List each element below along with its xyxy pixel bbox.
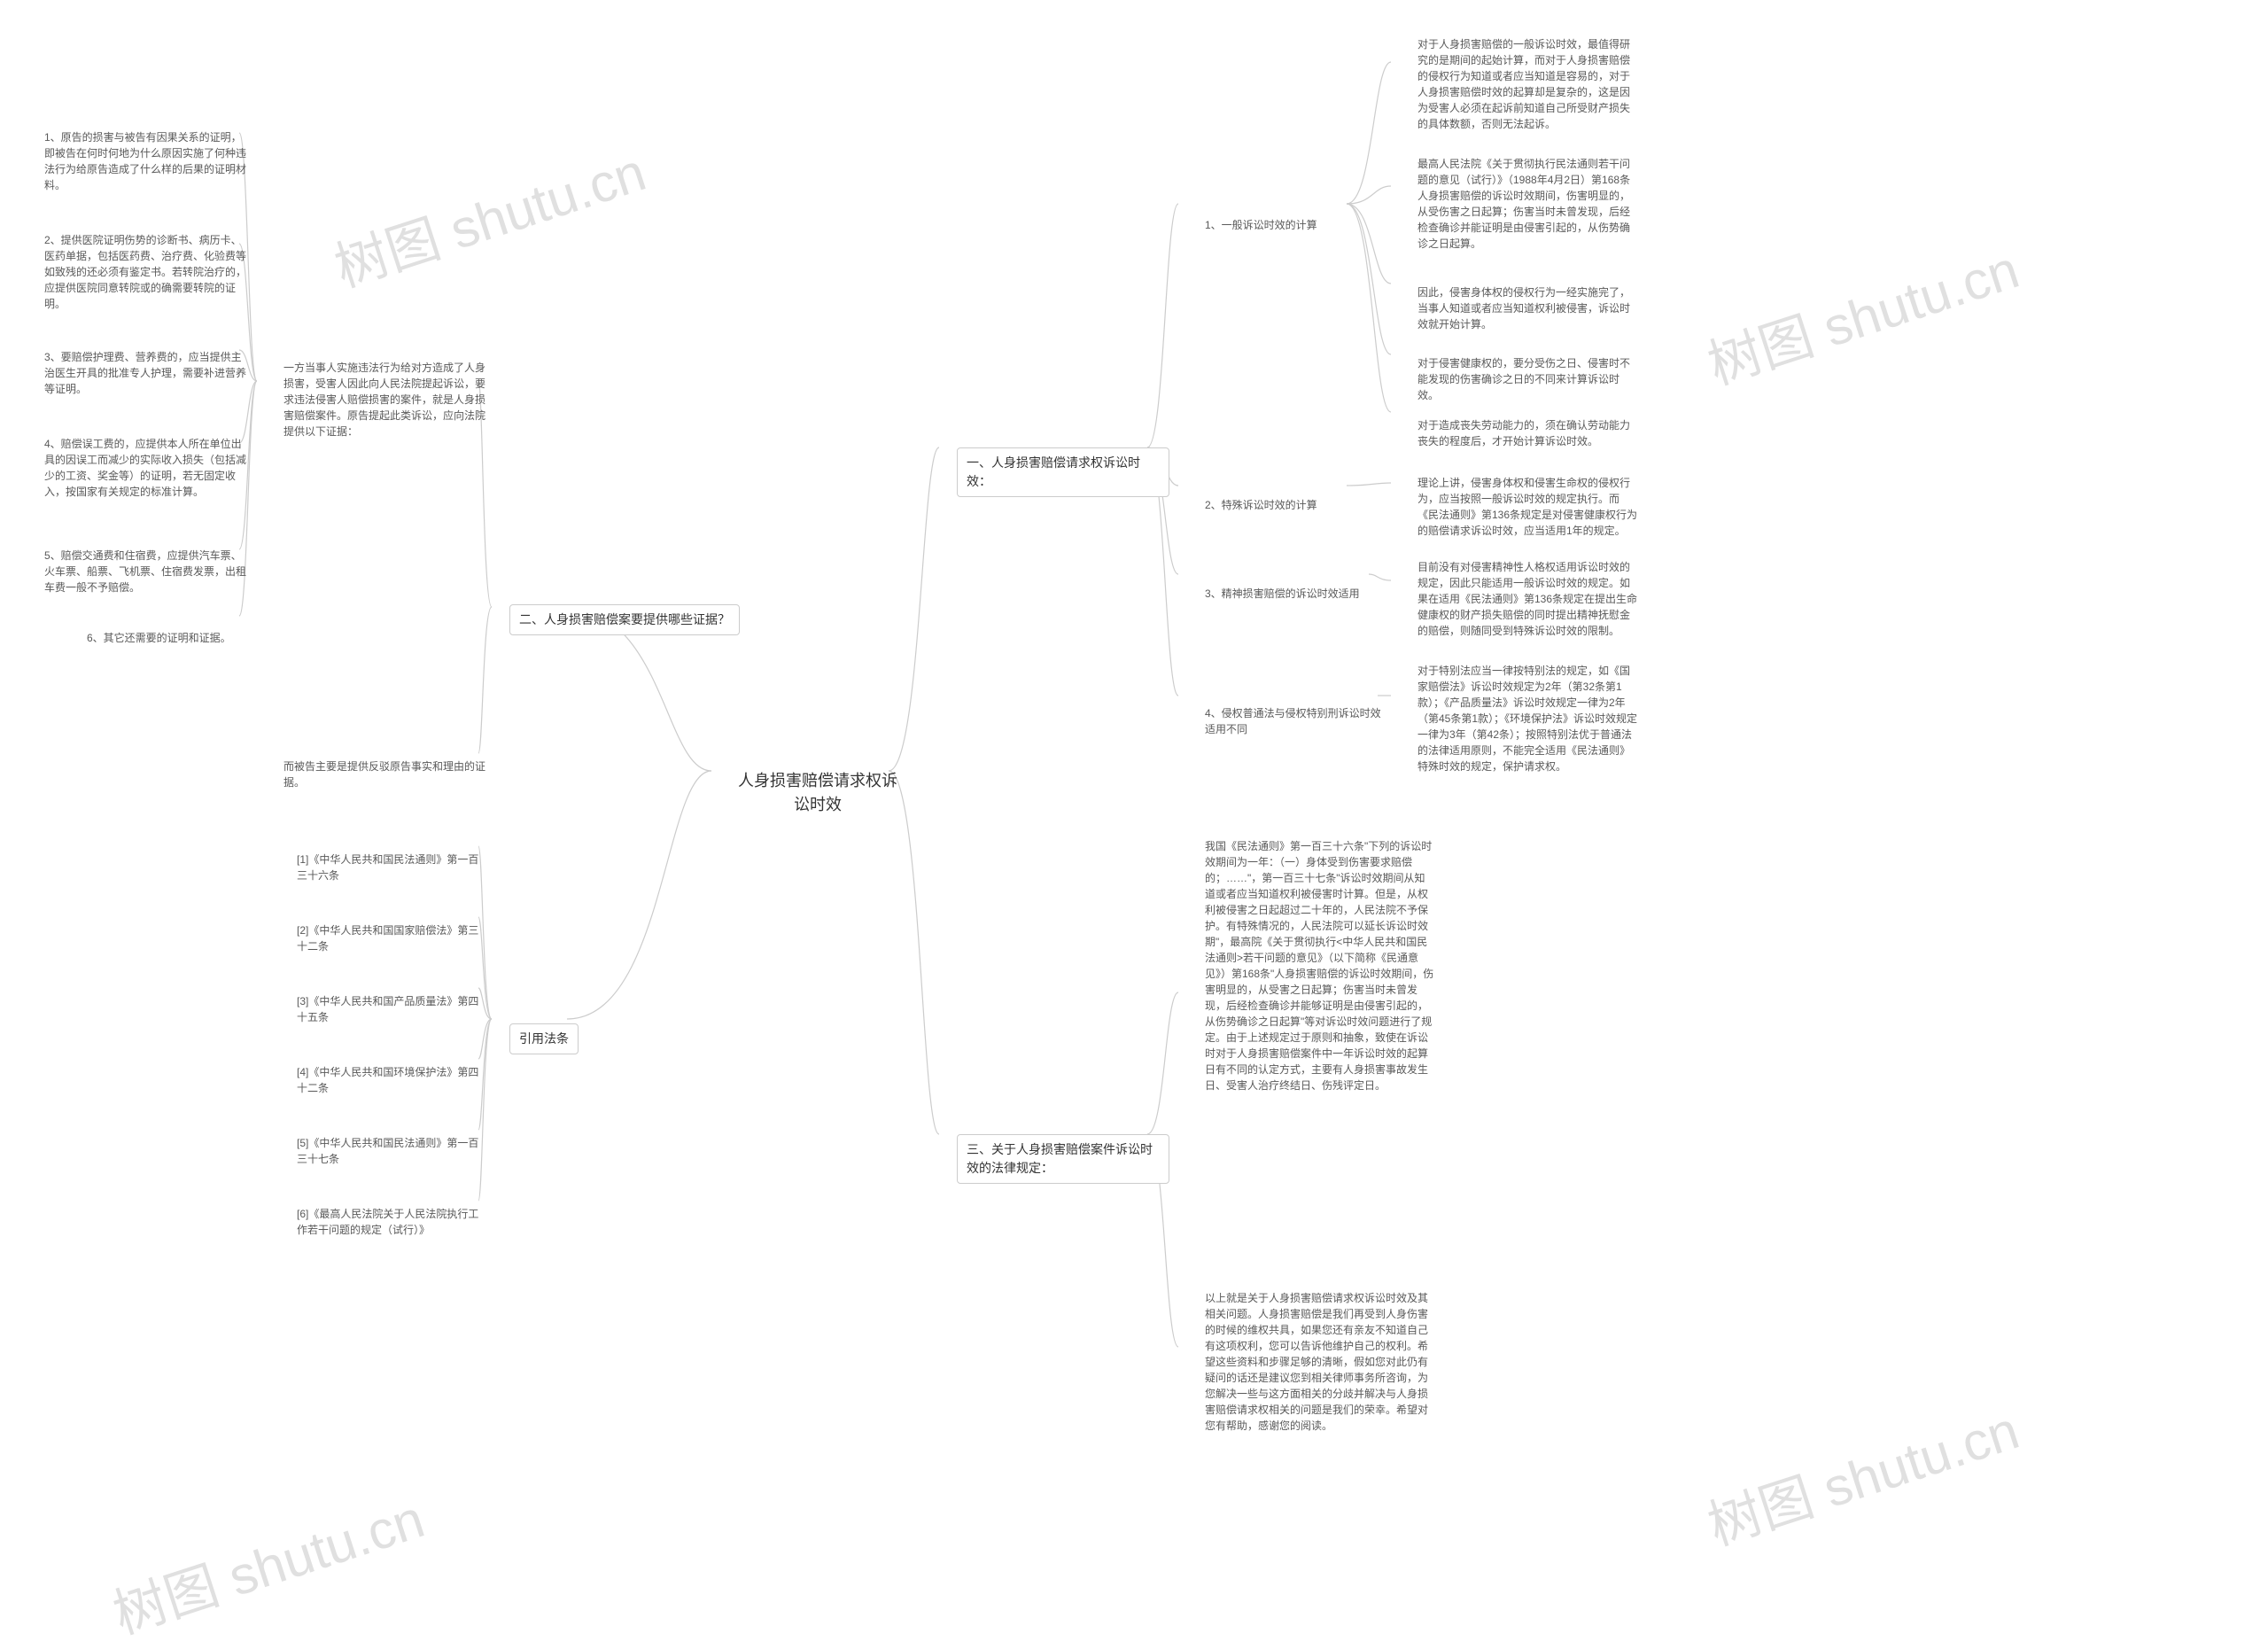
leaf-law-item: [6]《最高人民法院关于人民法院执行工作若干问题的规定（试行）》 <box>288 1201 492 1243</box>
leaf-item: 1、原告的损害与被告有因果关系的证明，即被告在何时何地为什么原因实施了何种违法行… <box>35 124 257 198</box>
watermark: 树图 shutu.cn <box>323 129 654 302</box>
leaf-item: 对于特别法应当一律按特别法的规定，如《国家赔偿法》诉讼时效规定为2年（第32条第… <box>1409 657 1648 780</box>
leaf-item: 2、提供医院证明伤势的诊断书、病历卡、医药单据，包括医药费、治疗费、化验费等如致… <box>35 227 257 317</box>
leaf-defendant-evidence: 而被告主要是提供反驳原告事实和理由的证据。 <box>275 753 496 796</box>
mindmap-root: 人身损害赔偿请求权诉讼时效 <box>729 764 906 822</box>
leaf-item: 3、要赔偿护理费、营养费的，应当提供主治医生开具的批准专人护理，需要补进营养等证… <box>35 344 257 402</box>
leaf-item: 目前没有对侵害精神性人格权适用诉讼时效的规定，因此只能适用一般诉讼时效的规定。如… <box>1409 554 1648 644</box>
branch-laws: 引用法条 <box>509 1023 579 1054</box>
leaf-item: 5、赔偿交通费和住宿费，应提供汽车票、火车票、船票、飞机票、住宿费发票，出租车费… <box>35 542 257 601</box>
leaf-law-item: [5]《中华人民共和国民法通则》第一百三十七条 <box>288 1130 492 1172</box>
leaf-item: 我国《民法通则》第一百三十六条"下列的诉讼时效期间为一年：（一）身体受到伤害要求… <box>1196 833 1444 1099</box>
watermark: 树图 shutu.cn <box>1697 227 2027 400</box>
watermark: 树图 shutu.cn <box>102 1476 432 1649</box>
leaf-plaintiff-evidence: 一方当事人实施违法行为给对方造成了人身损害，受害人因此向人民法院提起诉讼，要求违… <box>275 354 496 445</box>
leaf-law-item: [3]《中华人民共和国产品质量法》第四十五条 <box>288 988 492 1031</box>
branch-legal-provisions: 三、关于人身损害赔偿案件诉讼时效的法律规定： <box>957 1134 1169 1184</box>
leaf-law-item: [4]《中华人民共和国环境保护法》第四十二条 <box>288 1059 492 1101</box>
leaf-item: 对于造成丧失劳动能力的，须在确认劳动能力丧失的程度后，才开始计算诉讼时效。 <box>1409 412 1648 455</box>
branch-limitation: 一、人身损害赔偿请求权诉讼时效： <box>957 447 1169 497</box>
leaf-law-item: [1]《中华人民共和国民法通则》第一百三十六条 <box>288 846 492 889</box>
leaf-item: 对于人身损害赔偿的一般诉讼时效，最值得研究的是期间的起始计算，而对于人身损害赔偿… <box>1409 31 1648 137</box>
leaf-special-limitation: 2、特殊诉讼时效的计算 <box>1196 492 1326 518</box>
leaf-law-item: [2]《中华人民共和国国家赔偿法》第三十二条 <box>288 917 492 960</box>
leaf-special-law-limitation: 4、侵权普通法与侵权特别刑诉讼时效适用不同 <box>1196 700 1400 743</box>
leaf-item: 4、赔偿误工费的，应提供本人所在单位出具的因误工而减少的实际收入损失（包括减少的… <box>35 431 257 505</box>
leaf-mental-limitation: 3、精神损害赔偿的诉讼时效适用 <box>1196 580 1369 607</box>
watermark: 树图 shutu.cn <box>1697 1388 2027 1560</box>
leaf-item: 6、其它还需要的证明和证据。 <box>78 625 240 651</box>
leaf-item: 因此，侵害身体权的侵权行为一经实施完了，当事人知道或者应当知道权利被侵害，诉讼时… <box>1409 279 1648 338</box>
leaf-general-limitation: 1、一般诉讼时效的计算 <box>1196 212 1326 238</box>
leaf-item: 以上就是关于人身损害赔偿请求权诉讼时效及其相关问题。人身损害赔偿是我们再受到人身… <box>1196 1285 1444 1439</box>
leaf-item: 对于侵害健康权的，要分受伤之日、侵害时不能发现的伤害确诊之日的不同来计算诉讼时效… <box>1409 350 1648 408</box>
branch-evidence: 二、人身损害赔偿案要提供哪些证据？ <box>509 604 740 635</box>
leaf-item: 理论上讲，侵害身体权和侵害生命权的侵权行为，应当按照一般诉讼时效的规定执行。而《… <box>1409 470 1648 544</box>
leaf-item: 最高人民法院《关于贯彻执行民法通则若干问题的意见（试行）》（1988年4月2日）… <box>1409 151 1648 257</box>
